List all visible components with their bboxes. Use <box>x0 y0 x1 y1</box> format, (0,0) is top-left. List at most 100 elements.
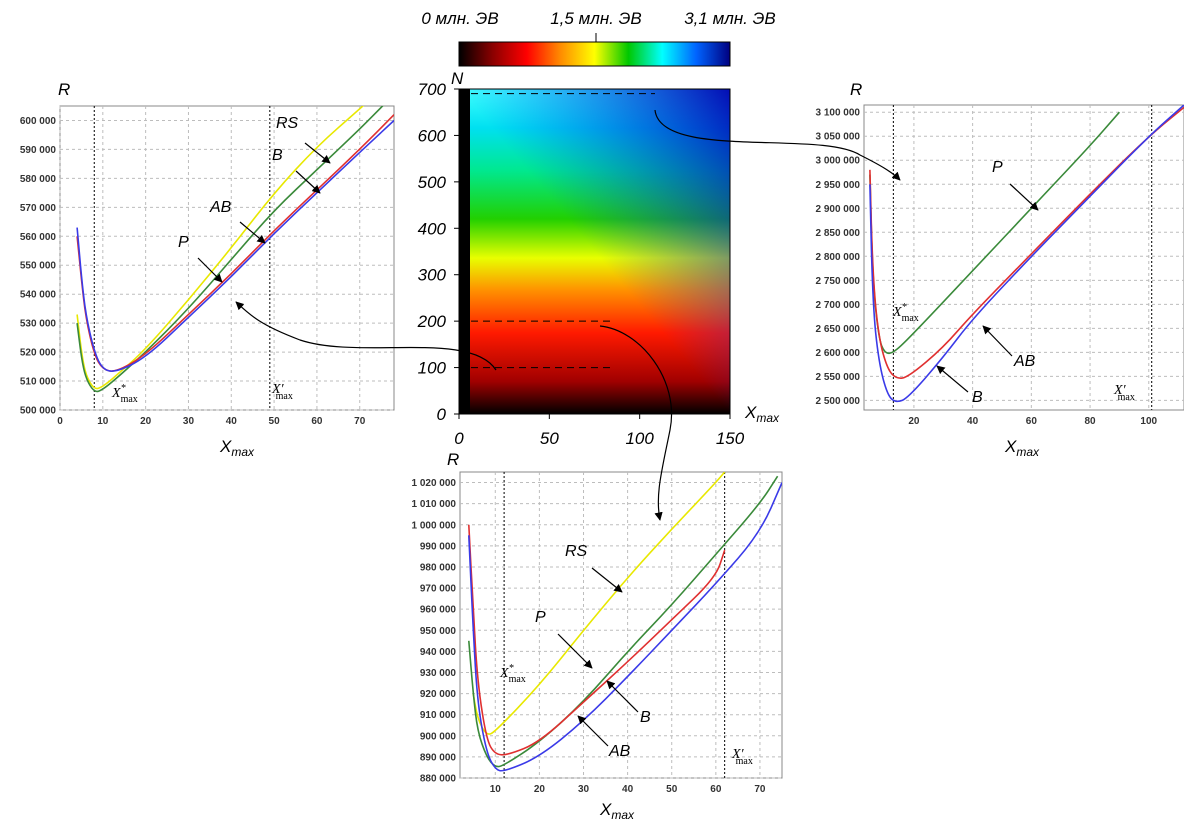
curve-label-arrow <box>1009 183 1039 211</box>
y-tick-label: 990 000 <box>420 541 457 552</box>
y-tick-label: 560 000 <box>20 232 57 243</box>
x-tick-label: 60 <box>311 416 323 427</box>
series-line-ab <box>869 106 1184 379</box>
x-star-annotation: X* max <box>499 663 526 685</box>
y-tick-label: 570 000 <box>20 203 57 214</box>
connector-arrow <box>235 301 497 371</box>
heatmap-frame <box>458 88 731 415</box>
x-tick-label: 100 <box>1140 416 1157 427</box>
x-axis-label: Xmax <box>1004 437 1040 459</box>
heatmap-y-tick-label: 100 <box>418 359 447 378</box>
curve-label-arrow <box>557 633 593 669</box>
y-tick-label: 950 000 <box>420 626 457 637</box>
heatmap-y-tick-label: 700 <box>418 80 447 99</box>
curve-label: AB <box>209 199 232 216</box>
colorbar: 0 млн. ЭВ 1,5 млн. ЭВ 3,1 млн. ЭВ <box>421 9 776 67</box>
x-tick-label: 30 <box>578 784 590 795</box>
x-star-annotation: X* max <box>892 302 919 324</box>
y-tick-label: 930 000 <box>420 668 457 679</box>
x-tick-label: 10 <box>490 784 502 795</box>
curve-label: AB <box>1013 353 1036 370</box>
y-tick-label: 920 000 <box>420 689 457 700</box>
y-tick-label: 2 700 000 <box>816 300 861 311</box>
curve-label-arrow <box>606 680 639 713</box>
colorbar-label-min: 0 млн. ЭВ <box>421 9 498 28</box>
y-tick-label: 910 000 <box>420 710 457 721</box>
x-tick-label: 0 <box>57 416 63 427</box>
connector-arrows <box>235 109 901 521</box>
y-tick-label: 1 000 000 <box>412 520 457 531</box>
y-tick-label: 940 000 <box>420 647 457 658</box>
connector-arrow <box>599 325 673 521</box>
curve-label-arrow <box>577 715 609 747</box>
curve-label-arrow <box>197 257 223 283</box>
heatmap-y-tick-label: 400 <box>418 219 447 238</box>
connector-arrow <box>654 109 901 181</box>
y-tick-label: 530 000 <box>20 319 57 330</box>
heatmap-field-overlay <box>459 89 730 414</box>
curve-label: AB <box>608 743 631 760</box>
x-tick-label: 30 <box>183 416 195 427</box>
y-tick-label: 550 000 <box>20 261 57 272</box>
curve-label-arrow <box>295 170 321 194</box>
curve-label: B <box>272 147 283 164</box>
x-tick-label: 20 <box>908 416 920 427</box>
curve-label-arrow <box>982 325 1013 357</box>
curve-label-arrow <box>304 142 331 164</box>
y-tick-label: 540 000 <box>20 290 57 301</box>
curve-label: P <box>178 234 189 251</box>
x-tick-label: 20 <box>534 784 546 795</box>
y-tick-label: 880 000 <box>420 774 457 785</box>
curve-label: B <box>640 709 651 726</box>
x-prime-annotation: X′max <box>271 382 293 402</box>
heatmap-y-label: N <box>451 69 464 88</box>
curve-label-arrow <box>591 567 623 593</box>
y-tick-label: 1 020 000 <box>412 478 457 489</box>
heatmap-x-tick-label: 0 <box>454 429 464 448</box>
curve-label: RS <box>565 543 588 560</box>
x-tick-label: 60 <box>1026 416 1038 427</box>
y-axis-label: R <box>58 80 70 99</box>
x-axis-label: Xmax <box>219 437 255 459</box>
series-line-b <box>468 524 726 756</box>
y-tick-label: 2 850 000 <box>816 228 861 239</box>
y-tick-label: 500 000 <box>20 406 57 417</box>
series-line-ab <box>468 482 782 772</box>
x-tick-label: 40 <box>226 416 238 427</box>
y-tick-label: 970 000 <box>420 584 457 595</box>
y-tick-label: 3 000 000 <box>816 156 861 167</box>
y-tick-label: 2 950 000 <box>816 180 861 191</box>
y-tick-label: 2 800 000 <box>816 252 861 263</box>
heatmap-y-tick-label: 200 <box>417 312 447 331</box>
series-line-p <box>76 119 394 372</box>
heatmap-ticks: 0 50 100 150 0 100 200 300 400 500 600 700 <box>417 80 745 448</box>
y-tick-label: 900 000 <box>420 731 457 742</box>
y-tick-label: 2 750 000 <box>816 276 861 287</box>
x-tick-label: 40 <box>622 784 634 795</box>
x-tick-label: 80 <box>1084 416 1096 427</box>
heatmap-y-tick-label: 500 <box>418 173 447 192</box>
y-tick-label: 2 600 000 <box>816 348 861 359</box>
curve-label-arrow <box>936 365 969 393</box>
plot-area <box>59 105 395 411</box>
plot-area <box>459 471 783 779</box>
curve-label: RS <box>276 115 299 132</box>
y-tick-label: 960 000 <box>420 605 457 616</box>
y-axis-label: R <box>447 450 459 469</box>
x-tick-label: 50 <box>269 416 281 427</box>
heatmap-x-tick-label: 100 <box>625 429 654 448</box>
curve-label: B <box>972 389 983 406</box>
series-line-rs <box>472 472 726 735</box>
heatmap-x-label: Xmax <box>744 403 780 425</box>
x-tick-label: 20 <box>140 416 152 427</box>
heatmap-y-tick-label: 300 <box>418 266 447 285</box>
x-tick-label: 40 <box>967 416 979 427</box>
x-prime-annotation: X′max <box>731 747 753 767</box>
series-line-p <box>468 475 779 768</box>
x-tick-label: 70 <box>754 784 766 795</box>
curve-label-arrow <box>239 221 266 244</box>
y-tick-label: 520 000 <box>20 348 57 359</box>
heatmap-low-band <box>459 89 470 414</box>
